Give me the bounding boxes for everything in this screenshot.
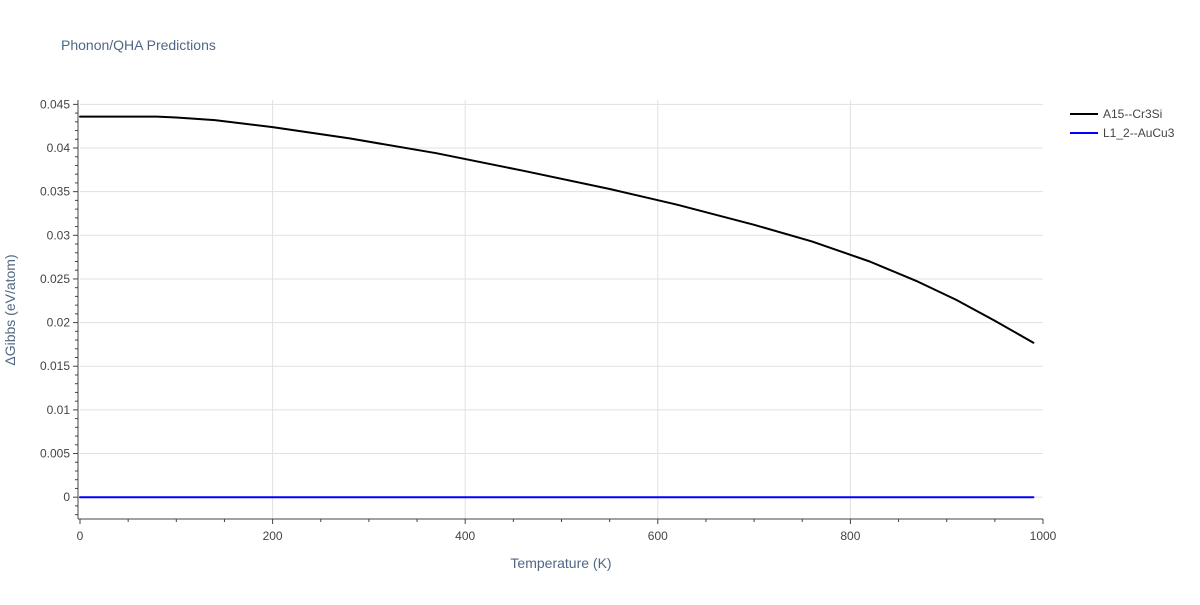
y-tick-label: 0.035 [40,185,70,199]
axes [73,100,1044,524]
y-tick-label: 0.005 [40,447,70,461]
y-tick-label: 0.04 [47,141,71,155]
x-tick-label: 1000 [1030,529,1057,543]
y-tick-label: 0.025 [40,272,70,286]
legend: A15--Cr3Si L1_2--AuCu3 [1070,107,1175,140]
x-tick-label: 0 [77,529,84,543]
y-tick-label: 0.02 [47,316,71,330]
y-tick-label: 0.01 [47,403,71,417]
legend-label: A15--Cr3Si [1103,107,1162,121]
y-tick-label: 0.045 [40,97,70,111]
x-tick-label: 800 [840,529,860,543]
x-tick-label: 400 [455,529,475,543]
y-tick-label: 0 [63,490,70,504]
y-tick-label: 0.015 [40,359,70,373]
x-axis-title: Temperature (K) [510,555,611,571]
x-tick-label: 600 [648,529,668,543]
chart-title: Phonon/QHA Predictions [61,37,216,53]
series-line-1 [79,115,1035,344]
x-tick-label: 200 [263,529,283,543]
axis-labels: 0 200 400 600 800 1000 0 0.005 0.01 0.015 0.02 0.02… [40,97,1057,543]
legend-label: L1_2--AuCu3 [1103,126,1175,140]
y-axis-title: ΔGibbs (eV/atom) [2,254,18,365]
y-tick-label: 0.03 [47,228,71,242]
series-lines [79,115,1035,499]
